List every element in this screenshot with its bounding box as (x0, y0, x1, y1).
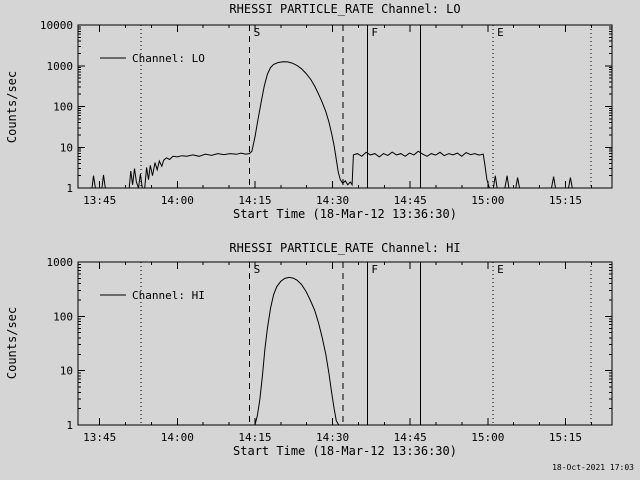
y-tick-label: 10 (60, 141, 73, 154)
legend-label: Channel: LO (132, 52, 205, 65)
x-tick-label: 14:45 (394, 194, 427, 207)
x-axis-label-lo: Start Time (18-Mar-12 13:36:30) (233, 207, 457, 221)
x-tick-label: 15:00 (471, 194, 504, 207)
x-tick-label: 14:45 (394, 431, 427, 444)
series-line (78, 61, 609, 189)
y-tick-label: 1000 (47, 60, 74, 73)
y-tick-label: 1 (66, 182, 73, 195)
x-tick-label: 14:00 (161, 431, 194, 444)
series-group (78, 276, 609, 426)
event-label-F: F (371, 26, 378, 39)
chart-canvas-hi: 13:45 14:00 14:15 14:30 14:45 15:00 15:15 1 10 10… (47, 256, 613, 444)
series-line (78, 276, 609, 426)
chart-title-lo: RHESSI PARTICLE_RATE Channel: LO (229, 2, 461, 16)
plot-frame (77, 24, 613, 189)
y-tick-label: 10 (60, 365, 73, 378)
y-tick-label: 100 (53, 310, 73, 323)
y-tick-label: 100 (53, 101, 73, 114)
axes (77, 24, 613, 189)
event-label-S: S (254, 263, 261, 276)
event-label-S: S (254, 26, 261, 39)
creation-timestamp: 18-Oct-2021 17:03 (552, 463, 634, 472)
legend-label: Channel: HI (132, 289, 205, 302)
x-tick-label: 14:30 (316, 194, 349, 207)
axes (77, 261, 613, 426)
tick-labels: 13:45 14:00 14:15 14:30 14:45 15:00 15:15 1 10 10… (40, 19, 582, 207)
x-tick-label: 14:15 (238, 194, 271, 207)
x-axis-label-hi: Start Time (18-Mar-12 13:36:30) (233, 444, 457, 458)
chart-title-hi: RHESSI PARTICLE_RATE Channel: HI (229, 241, 461, 255)
chart-canvas-lo: 13:45 14:00 14:15 14:30 14:45 15:00 15:15 1 10 10… (40, 19, 613, 207)
x-tick-label: 15:15 (549, 194, 582, 207)
tick-labels: 13:45 14:00 14:15 14:30 14:45 15:00 15:15 1 10 10… (47, 256, 582, 444)
x-tick-label: 15:00 (471, 431, 504, 444)
x-tick-label: 13:45 (83, 431, 116, 444)
x-tick-label: 14:30 (316, 431, 349, 444)
plot-frame (77, 261, 613, 426)
y-tick-label: 1000 (47, 256, 74, 269)
x-tick-label: 15:15 (549, 431, 582, 444)
x-tick-label: 13:45 (83, 194, 116, 207)
x-tick-label: 14:15 (238, 431, 271, 444)
y-tick-label: 10000 (40, 19, 73, 32)
event-label-F: F (371, 263, 378, 276)
x-tick-label: 14:00 (161, 194, 194, 207)
event-label-E: E (497, 263, 504, 276)
series-group (78, 57, 609, 189)
y-tick-label: 1 (66, 419, 73, 432)
event-label-E: E (497, 26, 504, 39)
